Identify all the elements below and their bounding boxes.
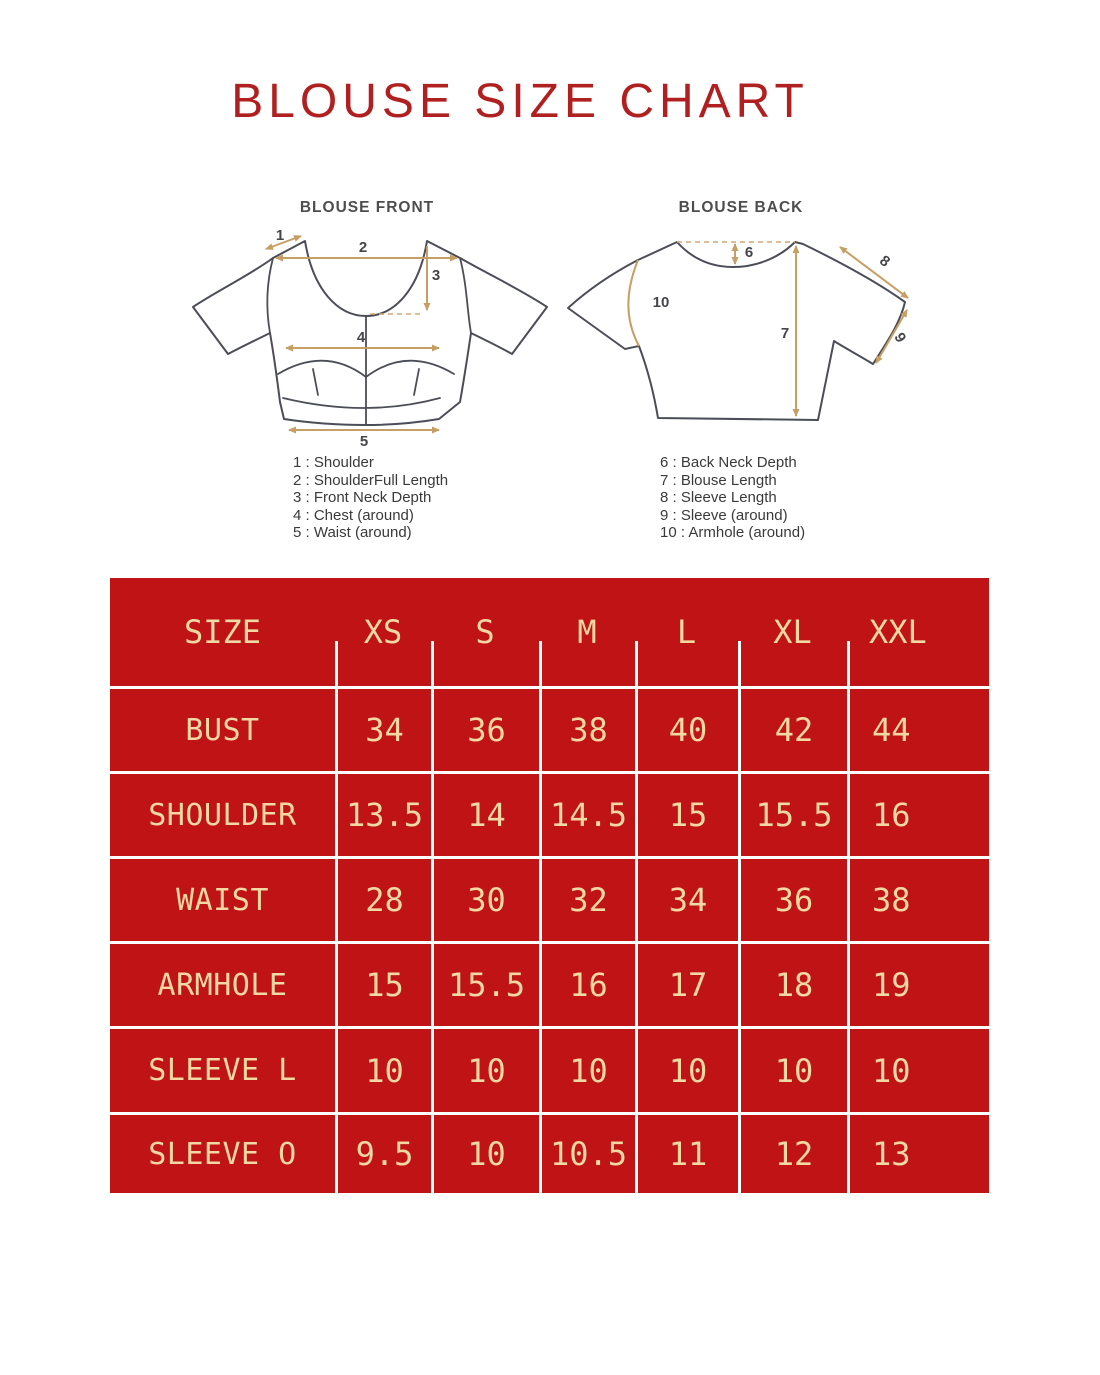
back-measure-arrows	[627, 241, 909, 417]
page-title: BLOUSE SIZE CHART	[231, 75, 809, 128]
blouse-back-diagram: BLOUSE BACK 6 7 8 9 10	[567, 199, 909, 421]
size-table-cell: 36	[431, 686, 539, 771]
size-table-cell: 32	[539, 856, 635, 941]
size-table-cell: 10	[539, 1026, 635, 1112]
size-table-cell: 10	[635, 1026, 738, 1112]
size-table-cell: 12	[738, 1112, 847, 1193]
blouse-front-label: BLOUSE FRONT	[300, 199, 434, 216]
front-legend-line: 5 : Waist (around)	[293, 524, 412, 541]
size-table-header-cell: XXL	[847, 578, 989, 686]
size-table-row-label: ARMHOLE	[110, 941, 335, 1026]
front-legend-line: 4 : Chest (around)	[293, 506, 414, 524]
size-table-cell: 14.5	[539, 771, 635, 856]
size-table-row-label: BUST	[110, 686, 335, 771]
size-table-cell: 14	[431, 771, 539, 856]
back-marker-7: 7	[781, 325, 789, 342]
size-table-cell: 13	[847, 1112, 989, 1193]
size-table-header-cell: L	[635, 578, 738, 686]
front-marker-1: 1	[276, 227, 284, 244]
size-table-cell: 38	[847, 856, 989, 941]
size-table-cell: 17	[635, 941, 738, 1026]
front-legend-line: 3 : Front Neck Depth	[293, 489, 432, 506]
size-table-row-label: SLEEVE L	[110, 1026, 335, 1112]
size-table-cell: 15.5	[738, 771, 847, 856]
blouse-back-outline	[567, 241, 906, 421]
back-legend-line: 8 : Sleeve Length	[660, 489, 777, 506]
size-table-cell: 42	[738, 686, 847, 771]
size-table-cell: 15.5	[431, 941, 539, 1026]
size-table-cell: 10.5	[539, 1112, 635, 1193]
front-legend: 1 : Shoulder 2 : ShoulderFull Length 3 :…	[293, 454, 448, 542]
blouse-front-diagram: BLOUSE FRONT 1 2 3 4 5	[192, 199, 548, 450]
back-legend-line: 10 : Armhole (around)	[660, 524, 806, 541]
front-marker-4: 4	[357, 329, 366, 346]
size-table-cell: 34	[335, 686, 431, 771]
size-table-cell: 11	[635, 1112, 738, 1193]
size-table-cell: 28	[335, 856, 431, 941]
size-table-header-cell: XL	[738, 578, 847, 686]
size-table-header-cell: S	[431, 578, 539, 686]
size-table: SIZE XS S M L XL XXL BUST 34 36 38 40 42…	[110, 578, 989, 1193]
back-legend-line: 9 : Sleeve (around)	[660, 506, 788, 524]
front-legend-line: 2 : ShoulderFull Length	[293, 471, 449, 489]
size-table-cell: 16	[847, 771, 989, 856]
back-legend: 6 : Back Neck Depth 7 : Blouse Length 8 …	[660, 454, 805, 542]
back-marker-8: 8	[876, 252, 893, 271]
back-legend-line: 6 : Back Neck Depth	[660, 454, 797, 471]
size-table-header-cell: M	[539, 578, 635, 686]
size-table-cell: 38	[539, 686, 635, 771]
size-table-cell: 13.5	[335, 771, 431, 856]
size-table-row-label: SHOULDER	[110, 771, 335, 856]
size-table-cell: 34	[635, 856, 738, 941]
size-table-cell: 10	[431, 1112, 539, 1193]
size-table-cell: 19	[847, 941, 989, 1026]
size-table-cell: 18	[738, 941, 847, 1026]
size-table-cell: 40	[635, 686, 738, 771]
size-table-header-cell: XS	[335, 578, 431, 686]
back-legend-line: 7 : Blouse Length	[660, 471, 777, 489]
front-measure-arrows	[265, 235, 458, 434]
size-table-cell: 44	[847, 686, 989, 771]
size-table-cell: 10	[335, 1026, 431, 1112]
size-table-row-label: SLEEVE O	[110, 1112, 335, 1193]
size-table-cell: 10	[847, 1026, 989, 1112]
size-table-row-label: WAIST	[110, 856, 335, 941]
front-marker-3: 3	[432, 267, 440, 284]
front-marker-2: 2	[359, 239, 367, 256]
size-table-cell: 10	[431, 1026, 539, 1112]
front-marker-5: 5	[360, 433, 368, 450]
size-table-cell: 16	[539, 941, 635, 1026]
size-table-cell: 9.5	[335, 1112, 431, 1193]
blouse-front-outline	[192, 240, 548, 426]
front-legend-line: 1 : Shoulder	[293, 454, 374, 471]
size-table-cell: 15	[635, 771, 738, 856]
size-table-header-cell: SIZE	[183, 613, 262, 651]
blouse-back-label: BLOUSE BACK	[679, 199, 804, 216]
back-marker-10: 10	[653, 294, 670, 311]
size-table-cell: 36	[738, 856, 847, 941]
back-marker-6: 6	[745, 244, 753, 261]
size-table-cell: 30	[431, 856, 539, 941]
size-table-cell: 15	[335, 941, 431, 1026]
size-table-cell: 10	[738, 1026, 847, 1112]
